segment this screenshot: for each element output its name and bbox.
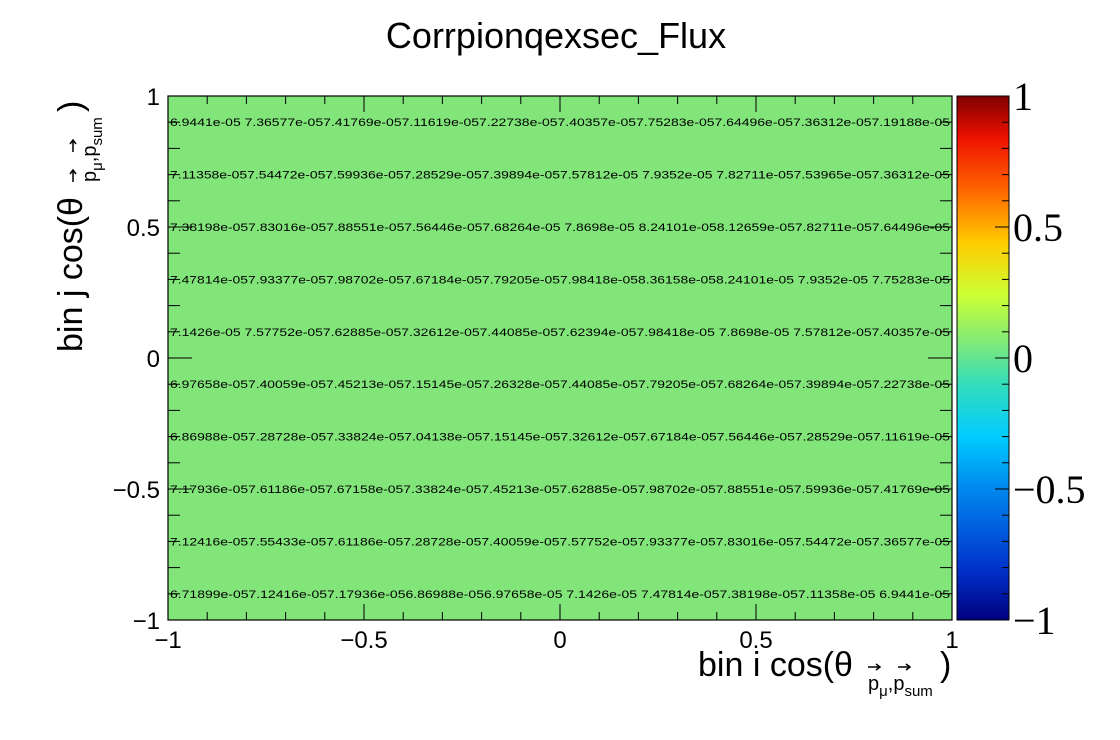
- chart-title: Corrpionqexsec_Flux: [386, 15, 726, 56]
- colorbar-tick-label: −0.5: [1013, 467, 1086, 512]
- cell-value-rows: 6.9441e-05 7.36577e-057.41769e-057.11619…: [170, 117, 950, 601]
- svg-text:bin i cos(θ: bin i cos(θ: [698, 646, 853, 684]
- colorbar-tick-label: 0: [1013, 336, 1033, 381]
- x-axis-ticks: [167, 96, 953, 620]
- y-tick-label: 0: [147, 346, 160, 373]
- x-tick-label: 0: [553, 627, 566, 654]
- x-axis-label-sub-mu: μ: [879, 683, 888, 700]
- y-tick-label: −1: [133, 608, 160, 635]
- y-tick-label: 0.5: [127, 215, 160, 242]
- cell-row-values: 7.12416e-057.55433e-057.61186e-057.28728…: [170, 536, 950, 548]
- svg-text:pμ,psum: pμ,psum: [79, 117, 106, 182]
- svg-text:pμ,psum: pμ,psum: [868, 673, 933, 700]
- x-tick-label: −0.5: [340, 627, 387, 654]
- y-axis-ticks: [168, 95, 952, 621]
- cell-row-values: 6.71899e-057.12416e-057.17936e-056.86988…: [170, 589, 950, 601]
- colorbar-tick-label: −1: [1013, 598, 1056, 643]
- x-axis-label-sub-base: p: [868, 673, 879, 695]
- y-axis-label-sub-sum: sum: [89, 117, 106, 145]
- cell-row-values: 7.38198e-057.83016e-057.88551e-057.56446…: [170, 222, 950, 234]
- x-tick-label: 1: [945, 627, 958, 654]
- y-tick-label: 1: [147, 84, 160, 111]
- cell-row-values: 6.86988e-057.28728e-057.33824e-057.04138…: [170, 432, 950, 444]
- cell-row-values: 7.11358e-057.54472e-057.59936e-057.28529…: [170, 170, 950, 182]
- y-axis-label-close: ): [52, 101, 90, 112]
- y-axis-tick-labels: −1 −0.5 0 0.5 1: [113, 84, 160, 635]
- svg-text:bin j cos(θ: bin j cos(θ: [52, 197, 90, 352]
- plot-area: [167, 95, 953, 621]
- x-axis-label: bin i cos(θ pμ,psum ): [698, 646, 951, 700]
- colorbar-tick-label: 0.5: [1013, 205, 1063, 250]
- y-axis-label-sub-base: p: [79, 171, 101, 182]
- y-axis-label: bin j cos(θ pμ,psum ): [52, 101, 106, 352]
- cell-row-values: 7.47814e-057.93377e-057.98702e-057.67184…: [170, 274, 950, 286]
- colorbar-ticks: [995, 95, 1009, 621]
- cell-row-values: 6.97658e-057.40059e-057.45213e-057.15145…: [170, 379, 950, 391]
- x-axis-label-sub-base2: p: [893, 673, 904, 695]
- y-axis-label-sub-base2: p: [79, 146, 101, 157]
- x-axis-label-sub-sum: sum: [904, 683, 932, 700]
- y-axis-label-sub-mu: μ: [89, 162, 106, 171]
- y-axis-label-arrow-1: [69, 168, 77, 182]
- x-axis-label-sub-sep: ,: [888, 673, 894, 695]
- cell-row-values: 7.1426e-05 7.57752e-057.62885e-057.32612…: [170, 327, 950, 339]
- cell-row-values: 7.17936e-057.61186e-057.67158e-057.33824…: [170, 484, 950, 496]
- x-tick-label: −1: [154, 627, 181, 654]
- x-axis-label-arrow-2: [898, 663, 912, 671]
- x-axis-label-close: ): [940, 646, 951, 684]
- colorbar-tick-labels: 1 0.5 0 −0.5 −1: [1013, 74, 1086, 643]
- x-axis-tick-labels: −1 −0.5 0 0.5 1: [154, 627, 958, 654]
- x-axis-label-main: bin i cos(θ: [698, 646, 853, 684]
- y-axis-label-arrow-2: [69, 138, 77, 152]
- colorbar-tick-label: 1: [1013, 74, 1033, 119]
- y-axis-label-main: bin j cos(θ: [52, 197, 90, 352]
- y-tick-label: −0.5: [113, 477, 160, 504]
- cell-row-values: 6.9441e-05 7.36577e-057.41769e-057.11619…: [170, 117, 950, 129]
- x-axis-label-arrow-1: [868, 663, 882, 671]
- x-tick-label: 0.5: [739, 627, 772, 654]
- y-axis-label-sub-sep: ,: [79, 157, 101, 163]
